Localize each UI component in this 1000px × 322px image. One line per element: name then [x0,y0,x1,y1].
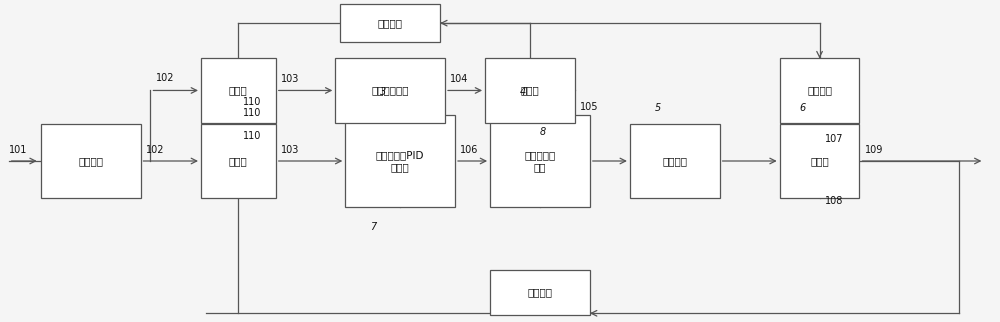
Text: 比较器: 比较器 [229,85,248,95]
Text: 104: 104 [450,74,468,84]
Text: 108: 108 [825,196,843,206]
Text: 102: 102 [145,145,164,155]
Text: 鲁棒自适应PID
控制器: 鲁棒自适应PID 控制器 [376,150,424,172]
FancyBboxPatch shape [780,124,859,198]
Text: 110: 110 [243,130,262,141]
Text: 105: 105 [580,102,598,112]
Text: 6: 6 [800,103,806,113]
Text: 7: 7 [370,222,376,232]
Text: 109: 109 [864,145,883,155]
FancyBboxPatch shape [490,115,590,207]
FancyBboxPatch shape [201,58,276,123]
Text: 5: 5 [655,103,661,113]
FancyBboxPatch shape [345,115,455,207]
Text: 测量装置: 测量装置 [378,18,403,28]
Text: 测量装置: 测量装置 [78,156,103,166]
Text: 103: 103 [281,145,299,155]
FancyBboxPatch shape [41,124,141,198]
Text: 8: 8 [540,128,546,137]
FancyBboxPatch shape [780,58,859,123]
FancyBboxPatch shape [340,4,440,43]
Text: 4: 4 [520,87,526,97]
Text: 110: 110 [243,97,262,107]
Text: 机械手: 机械手 [810,156,829,166]
Text: 自适应控制器: 自适应控制器 [371,85,409,95]
Text: 测量装置: 测量装置 [807,85,832,95]
FancyBboxPatch shape [485,58,575,123]
Text: 3: 3 [380,87,386,97]
Text: 110: 110 [243,108,262,118]
FancyBboxPatch shape [335,58,445,123]
Text: 103: 103 [281,74,299,84]
FancyBboxPatch shape [490,270,590,315]
Text: 107: 107 [825,134,843,144]
Text: 比较器: 比较器 [229,156,248,166]
Text: 执行机构: 执行机构 [662,156,687,166]
Text: 106: 106 [460,145,478,155]
FancyBboxPatch shape [630,124,720,198]
Text: 机械手驱动
装置: 机械手驱动 装置 [524,150,556,172]
Text: 积分器: 积分器 [521,85,539,95]
Text: 101: 101 [9,145,27,155]
Text: 102: 102 [155,73,174,83]
Text: 测量装置: 测量装置 [527,288,552,298]
FancyBboxPatch shape [201,124,276,198]
